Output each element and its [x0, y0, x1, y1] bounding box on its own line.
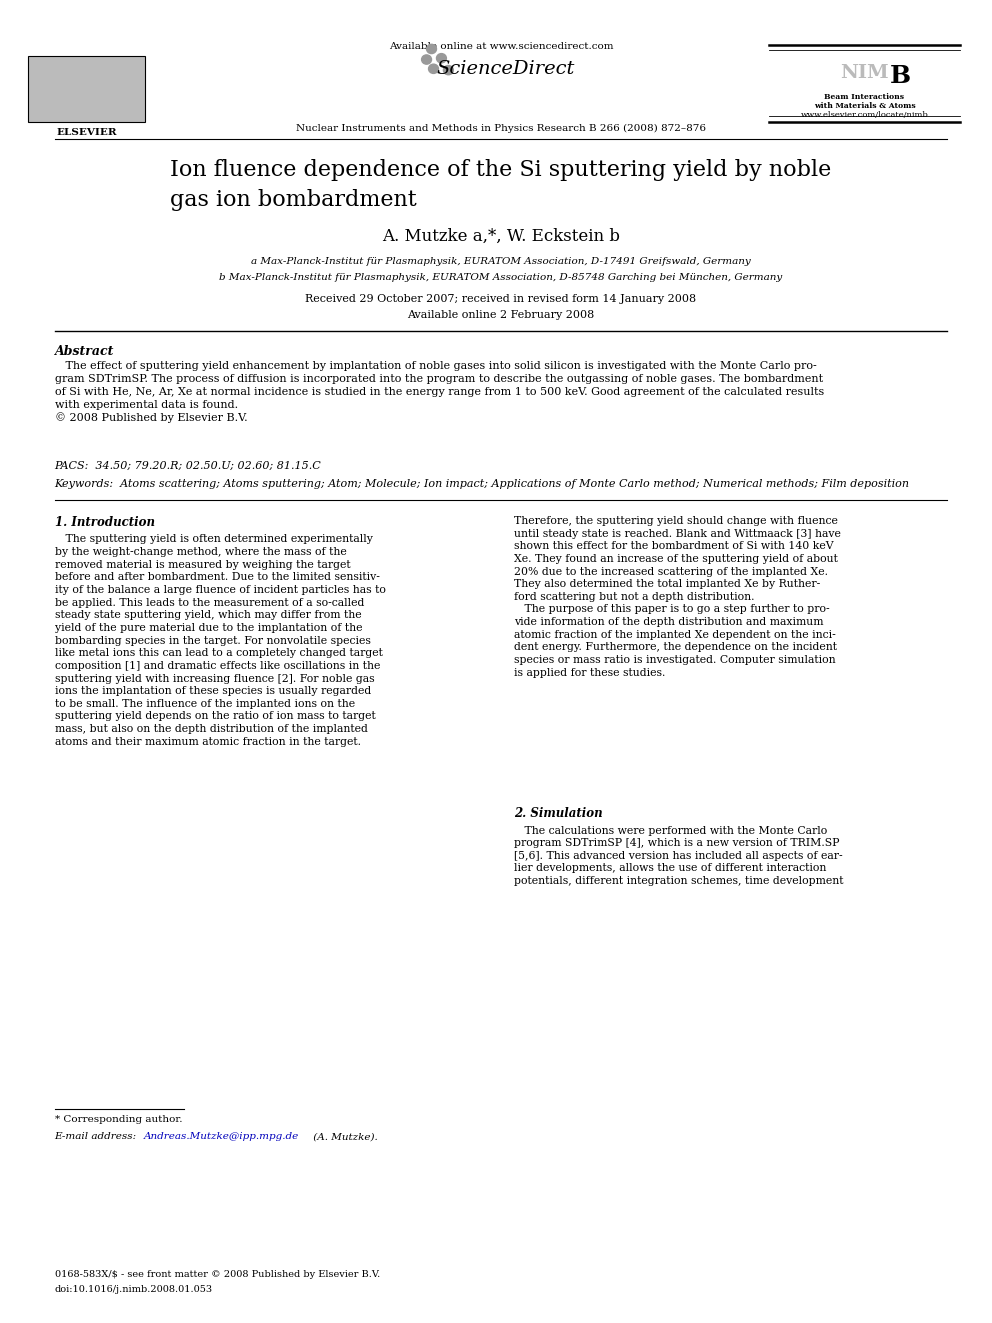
- Text: The effect of sputtering yield enhancement by implantation of noble gases into s: The effect of sputtering yield enhanceme…: [55, 361, 823, 423]
- Text: PACS:  34.50; 79.20.R; 02.50.U; 02.60; 81.15.C: PACS: 34.50; 79.20.R; 02.50.U; 02.60; 81…: [55, 460, 321, 471]
- Text: E-mail address:: E-mail address:: [55, 1132, 140, 1142]
- Text: Therefore, the sputtering yield should change with fluence
until steady state is: Therefore, the sputtering yield should c…: [514, 516, 841, 677]
- Text: ScienceDirect: ScienceDirect: [436, 60, 575, 78]
- Text: www.elsevier.com/locate/nimb: www.elsevier.com/locate/nimb: [801, 111, 929, 119]
- Text: doi:10.1016/j.nimb.2008.01.053: doi:10.1016/j.nimb.2008.01.053: [55, 1285, 212, 1294]
- FancyBboxPatch shape: [28, 56, 145, 122]
- Text: (A. Mutzke).: (A. Mutzke).: [310, 1132, 378, 1142]
- Text: ELSEVIER: ELSEVIER: [56, 128, 117, 138]
- Text: * Corresponding author.: * Corresponding author.: [55, 1115, 183, 1125]
- Text: Received 29 October 2007; received in revised form 14 January 2008: Received 29 October 2007; received in re…: [306, 294, 696, 304]
- Text: NIM: NIM: [839, 64, 889, 82]
- Text: b Max-Planck-Institut für Plasmaphysik, EURATOM Association, D-85748 Garching be: b Max-Planck-Institut für Plasmaphysik, …: [219, 273, 783, 282]
- Text: Ion fluence dependence of the Si sputtering yield by noble
gas ion bombardment: Ion fluence dependence of the Si sputter…: [171, 159, 831, 212]
- Ellipse shape: [429, 64, 438, 73]
- Text: Keywords:  Atoms scattering; Atoms sputtering; Atom; Molecule; Ion impact; Appli: Keywords: Atoms scattering; Atoms sputte…: [55, 479, 910, 490]
- Text: 1. Introduction: 1. Introduction: [55, 516, 155, 529]
- Text: 2. Simulation: 2. Simulation: [514, 807, 602, 820]
- Ellipse shape: [443, 66, 453, 75]
- Text: Beam Interactions
with Materials & Atoms: Beam Interactions with Materials & Atoms: [813, 93, 916, 110]
- Ellipse shape: [422, 56, 432, 64]
- Text: A. Mutzke a,*, W. Eckstein b: A. Mutzke a,*, W. Eckstein b: [382, 228, 620, 245]
- Text: Abstract: Abstract: [55, 345, 114, 359]
- Text: B: B: [889, 64, 911, 87]
- Text: Andreas.Mutzke@ipp.mpg.de: Andreas.Mutzke@ipp.mpg.de: [144, 1132, 300, 1142]
- Text: a Max-Planck-Institut für Plasmaphysik, EURATOM Association, D-17491 Greifswald,: a Max-Planck-Institut für Plasmaphysik, …: [251, 257, 751, 266]
- Ellipse shape: [436, 53, 446, 62]
- Text: Available online at www.sciencedirect.com: Available online at www.sciencedirect.co…: [389, 42, 613, 52]
- Ellipse shape: [427, 44, 436, 54]
- Text: The calculations were performed with the Monte Carlo
program SDTrimSP [4], which: The calculations were performed with the…: [514, 826, 843, 886]
- Text: Nuclear Instruments and Methods in Physics Research B 266 (2008) 872–876: Nuclear Instruments and Methods in Physi…: [296, 124, 706, 134]
- Text: The sputtering yield is often determined experimentally
by the weight-change met: The sputtering yield is often determined…: [55, 534, 386, 746]
- Text: 0168-583X/$ - see front matter © 2008 Published by Elsevier B.V.: 0168-583X/$ - see front matter © 2008 Pu…: [55, 1270, 380, 1279]
- Text: Available online 2 February 2008: Available online 2 February 2008: [408, 310, 594, 320]
